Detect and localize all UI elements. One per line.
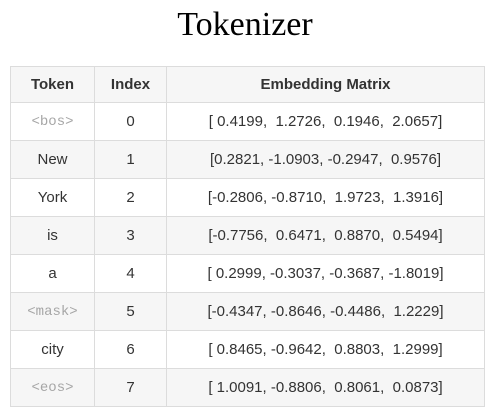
index-cell: 0 bbox=[94, 102, 167, 141]
table-row: city 6 [ 0.8465, -0.9642, 0.8803, 1.2999… bbox=[10, 330, 485, 369]
token-cell: York bbox=[10, 178, 95, 217]
embedding-cell: [-0.7756, 0.6471, 0.8870, 0.5494] bbox=[166, 216, 485, 255]
embedding-cell: [-0.4347, -0.8646, -0.4486, 1.2229] bbox=[166, 292, 485, 331]
table-row: <eos> 7 [ 1.0091, -0.8806, 0.8061, 0.087… bbox=[10, 368, 485, 407]
header-row: Token Index Embedding Matrix bbox=[10, 66, 485, 103]
embedding-cell: [ 0.4199, 1.2726, 0.1946, 2.0657] bbox=[166, 102, 485, 141]
table-row: a 4 [ 0.2999, -0.3037, -0.3687, -1.8019] bbox=[10, 254, 485, 293]
token-cell: <mask> bbox=[10, 292, 95, 331]
index-cell: 1 bbox=[94, 140, 167, 179]
page-title: Tokenizer bbox=[177, 6, 313, 43]
token-cell: is bbox=[10, 216, 95, 255]
embedding-cell: [0.2821, -1.0903, -0.2947, 0.9576] bbox=[166, 140, 485, 179]
table-body: <bos> 0 [ 0.4199, 1.2726, 0.1946, 2.0657… bbox=[10, 102, 485, 407]
token-cell: <bos> bbox=[10, 102, 95, 141]
table-row: New 1 [0.2821, -1.0903, -0.2947, 0.9576] bbox=[10, 140, 485, 179]
token-cell: a bbox=[10, 254, 95, 293]
token-cell: New bbox=[10, 140, 95, 179]
table-row: York 2 [-0.2806, -0.8710, 1.9723, 1.3916… bbox=[10, 178, 485, 217]
index-cell: 7 bbox=[94, 368, 167, 407]
column-header-token: Token bbox=[10, 66, 95, 103]
table-row: <bos> 0 [ 0.4199, 1.2726, 0.1946, 2.0657… bbox=[10, 102, 485, 141]
embedding-cell: [ 0.2999, -0.3037, -0.3687, -1.8019] bbox=[166, 254, 485, 293]
table-header: Token Index Embedding Matrix bbox=[10, 66, 485, 103]
column-header-index: Index bbox=[94, 66, 167, 103]
column-header-embedding: Embedding Matrix bbox=[166, 66, 485, 103]
embedding-cell: [-0.2806, -0.8710, 1.9723, 1.3916] bbox=[166, 178, 485, 217]
token-cell: <eos> bbox=[10, 368, 95, 407]
tokenizer-table: Token Index Embedding Matrix <bos> 0 [ 0… bbox=[10, 66, 485, 407]
index-cell: 5 bbox=[94, 292, 167, 331]
token-cell: city bbox=[10, 330, 95, 369]
table-row: is 3 [-0.7756, 0.6471, 0.8870, 0.5494] bbox=[10, 216, 485, 255]
index-cell: 6 bbox=[94, 330, 167, 369]
table-row: <mask> 5 [-0.4347, -0.8646, -0.4486, 1.2… bbox=[10, 292, 485, 331]
embedding-cell: [ 0.8465, -0.9642, 0.8803, 1.2999] bbox=[166, 330, 485, 369]
embedding-cell: [ 1.0091, -0.8806, 0.8061, 0.0873] bbox=[166, 368, 485, 407]
index-cell: 4 bbox=[94, 254, 167, 293]
index-cell: 2 bbox=[94, 178, 167, 217]
index-cell: 3 bbox=[94, 216, 167, 255]
